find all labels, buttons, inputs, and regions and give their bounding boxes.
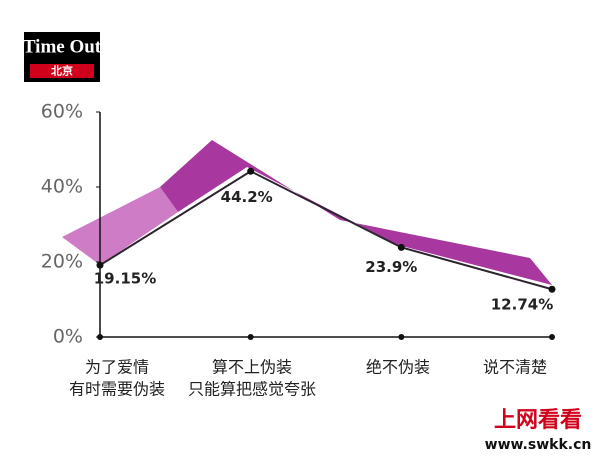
value-label: 44.2% bbox=[221, 188, 273, 206]
point bbox=[397, 243, 405, 251]
y-tick-label: 60% bbox=[41, 101, 83, 123]
x-tick bbox=[97, 334, 103, 340]
y-tick-label: 40% bbox=[41, 176, 83, 198]
x-tick-label: 绝不伪装 bbox=[366, 358, 430, 377]
x-tick-label: 只能算把感觉夸张 bbox=[188, 380, 316, 399]
x-tick-label: 说不清楚 bbox=[483, 358, 547, 377]
x-tick bbox=[247, 334, 254, 340]
point bbox=[96, 261, 104, 269]
x-tick bbox=[398, 334, 405, 340]
y-tick-label: 20% bbox=[41, 251, 83, 273]
value-label: 19.15% bbox=[94, 270, 156, 288]
x-tick bbox=[549, 334, 555, 340]
watermark-url: www.swkk.cn bbox=[485, 437, 592, 453]
point bbox=[247, 167, 255, 175]
ribbon bbox=[160, 140, 552, 285]
x-tick-label: 为了爱情 bbox=[85, 358, 149, 377]
x-tick-label: 算不上伪装 bbox=[212, 358, 292, 377]
point bbox=[548, 285, 556, 293]
logo-name: Time Out bbox=[23, 36, 102, 57]
y-tick-label: 0% bbox=[53, 326, 83, 348]
value-label: 23.9% bbox=[365, 258, 417, 276]
logo-city-box bbox=[30, 64, 94, 78]
x-tick-label: 有时需要伪装 bbox=[69, 380, 165, 399]
series-line bbox=[99, 170, 553, 291]
value-label: 12.74% bbox=[491, 296, 553, 314]
watermark-name: 上网看看 bbox=[494, 408, 582, 433]
ribbon bbox=[62, 187, 178, 265]
logo-city: 北京 bbox=[51, 64, 73, 78]
